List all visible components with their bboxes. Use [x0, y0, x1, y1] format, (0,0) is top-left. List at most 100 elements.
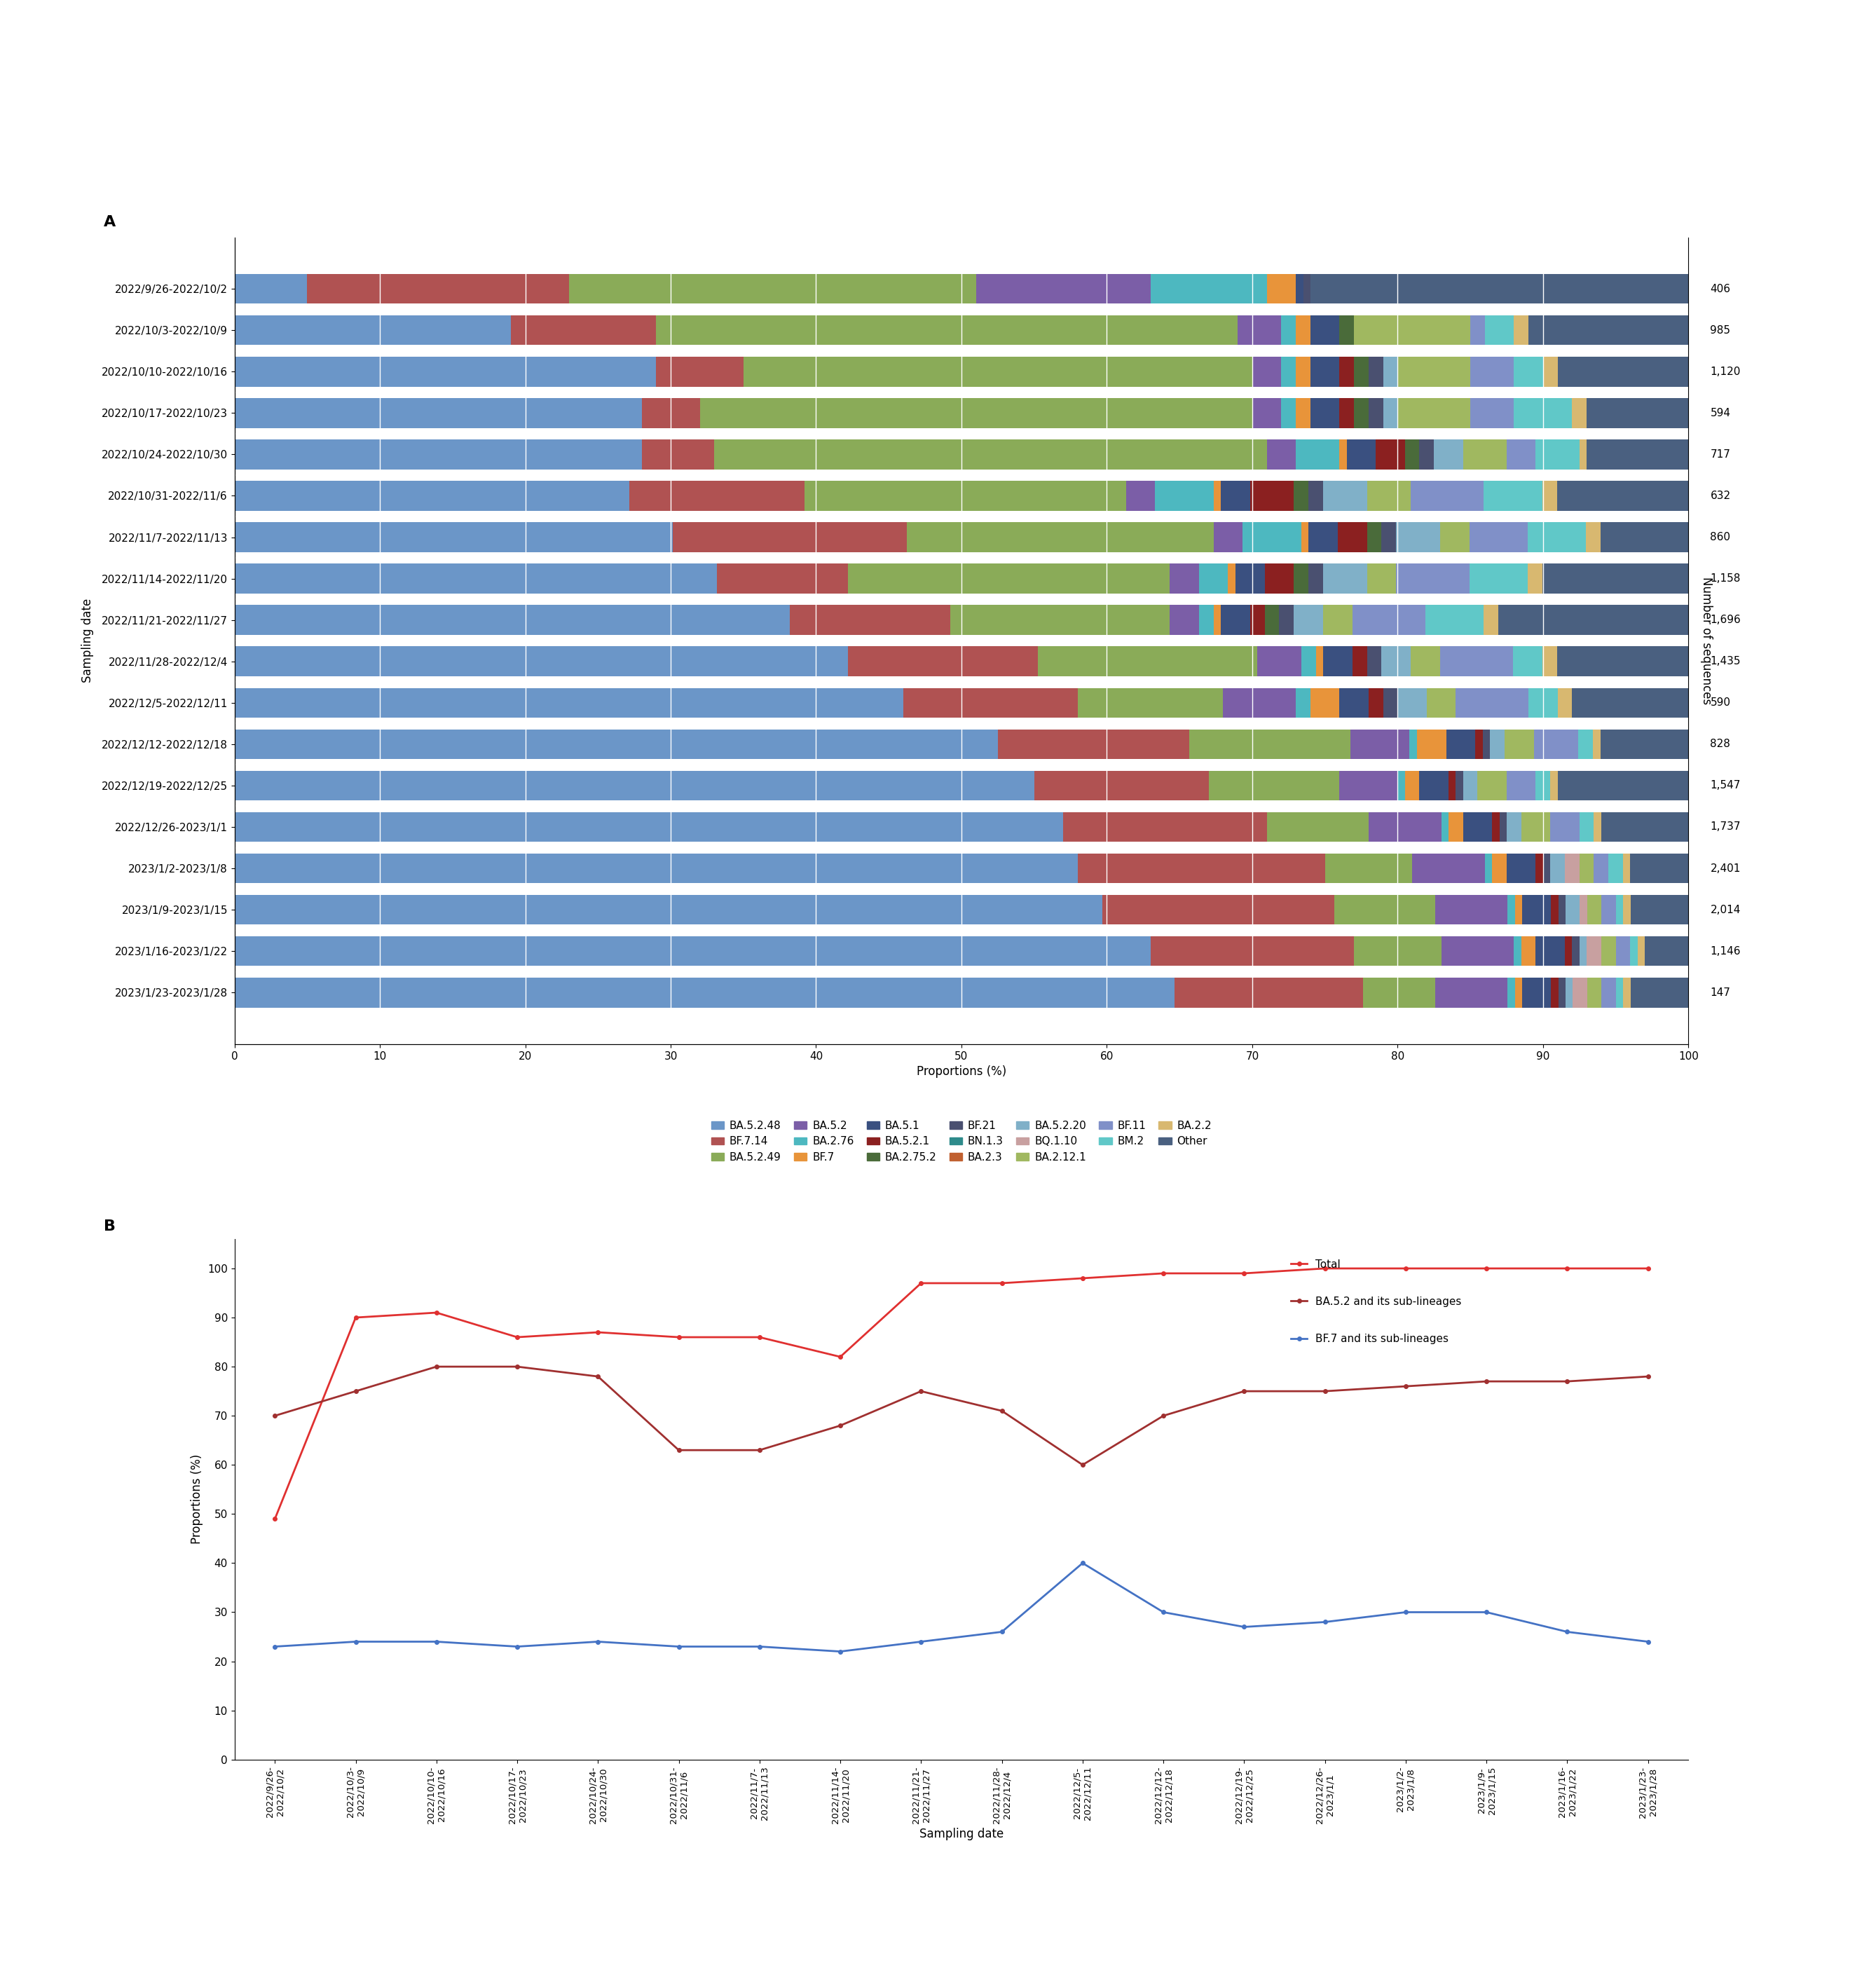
X-axis label: Proportions (%): Proportions (%) — [917, 1066, 1006, 1077]
Bar — [1368, 646, 1381, 676]
Bar — [717, 563, 848, 593]
Bar — [1499, 605, 1688, 635]
Text: 147: 147 — [1711, 987, 1730, 998]
Bar — [1471, 356, 1514, 387]
Bar — [1469, 522, 1527, 552]
Line: Total: Total — [272, 1267, 1651, 1520]
Text: A: A — [103, 215, 116, 229]
Bar — [1189, 730, 1351, 759]
Bar — [234, 439, 642, 469]
Bar — [1249, 605, 1264, 635]
Bar — [1294, 480, 1308, 510]
BA.5.2 and its sub-lineages — [991, 1400, 1013, 1423]
Bar — [1199, 563, 1229, 593]
Bar — [1368, 522, 1381, 552]
Bar — [1208, 771, 1339, 801]
Bar — [1469, 563, 1527, 593]
Y-axis label: Number of sequences: Number of sequences — [1700, 577, 1713, 704]
Bar — [1296, 439, 1339, 469]
Bar — [568, 275, 976, 304]
Bar — [1602, 937, 1615, 967]
Bar — [1413, 854, 1486, 884]
Total — [829, 1344, 852, 1368]
Bar — [1150, 275, 1266, 304]
Bar — [1433, 439, 1463, 469]
Bar — [1441, 646, 1514, 676]
Bar — [1441, 522, 1469, 552]
Bar — [1223, 688, 1296, 718]
Bar — [1281, 397, 1296, 427]
BF.7 and its sub-lineages — [749, 1635, 771, 1659]
Bar — [1630, 854, 1688, 884]
Bar — [1486, 314, 1514, 346]
Bar — [1369, 397, 1383, 427]
Bar — [1150, 937, 1354, 967]
Bar — [1623, 896, 1630, 925]
Bar — [790, 605, 951, 635]
Total — [426, 1301, 448, 1325]
Bar — [700, 397, 1253, 427]
Bar — [234, 646, 848, 676]
Bar — [1471, 397, 1514, 427]
Bar — [1508, 896, 1514, 925]
Bar — [1324, 854, 1413, 884]
Bar — [234, 688, 904, 718]
Total — [587, 1321, 610, 1344]
Bar — [1448, 771, 1456, 801]
Bar — [1608, 854, 1623, 884]
Bar — [1559, 896, 1565, 925]
Bar — [1551, 979, 1559, 1008]
Bar — [1296, 314, 1311, 346]
Bar — [1383, 688, 1398, 718]
Legend: Total, BA.5.2 and its sub-lineages, BF.7 and its sub-lineages: Total, BA.5.2 and its sub-lineages, BF.7… — [1287, 1255, 1465, 1348]
Bar — [1463, 439, 1506, 469]
Bar — [904, 688, 1077, 718]
Bar — [848, 646, 1037, 676]
Bar — [1580, 854, 1595, 884]
BA.5.2 and its sub-lineages — [507, 1354, 529, 1378]
Text: 1,435: 1,435 — [1711, 656, 1741, 666]
Bar — [234, 896, 1103, 925]
Bar — [1550, 854, 1565, 884]
Total — [1152, 1261, 1174, 1285]
Bar — [234, 522, 673, 552]
Bar — [1557, 356, 1688, 387]
Bar — [1126, 480, 1156, 510]
Bar — [1600, 730, 1688, 759]
Bar — [1405, 771, 1420, 801]
Bar — [1311, 356, 1339, 387]
Bar — [1456, 771, 1463, 801]
BF.7 and its sub-lineages — [991, 1619, 1013, 1643]
Bar — [1572, 937, 1580, 967]
Line: BF.7 and its sub-lineages: BF.7 and its sub-lineages — [272, 1562, 1651, 1653]
Bar — [1435, 979, 1508, 1008]
Bar — [1587, 937, 1602, 967]
Bar — [1311, 314, 1339, 346]
Bar — [642, 439, 715, 469]
Bar — [1064, 813, 1266, 842]
Bar — [1446, 730, 1475, 759]
Bar — [1580, 439, 1587, 469]
Bar — [1311, 688, 1339, 718]
Bar — [234, 937, 1150, 967]
Bar — [1521, 979, 1551, 1008]
Bar — [1536, 854, 1544, 884]
Bar — [628, 480, 805, 510]
Bar — [1471, 314, 1486, 346]
Bar — [1514, 646, 1542, 676]
Bar — [1544, 356, 1557, 387]
Bar — [1602, 979, 1615, 1008]
BA.5.2 and its sub-lineages — [668, 1439, 690, 1463]
Bar — [1281, 314, 1296, 346]
Bar — [1411, 646, 1441, 676]
Bar — [1428, 688, 1456, 718]
Bar — [1396, 522, 1441, 552]
Bar — [1463, 813, 1491, 842]
X-axis label: Sampling date: Sampling date — [919, 1827, 1004, 1841]
Bar — [1527, 522, 1585, 552]
Bar — [1572, 979, 1587, 1008]
Bar — [1630, 896, 1688, 925]
Bar — [715, 439, 1266, 469]
Bar — [1296, 397, 1311, 427]
BF.7 and its sub-lineages — [1475, 1599, 1497, 1623]
